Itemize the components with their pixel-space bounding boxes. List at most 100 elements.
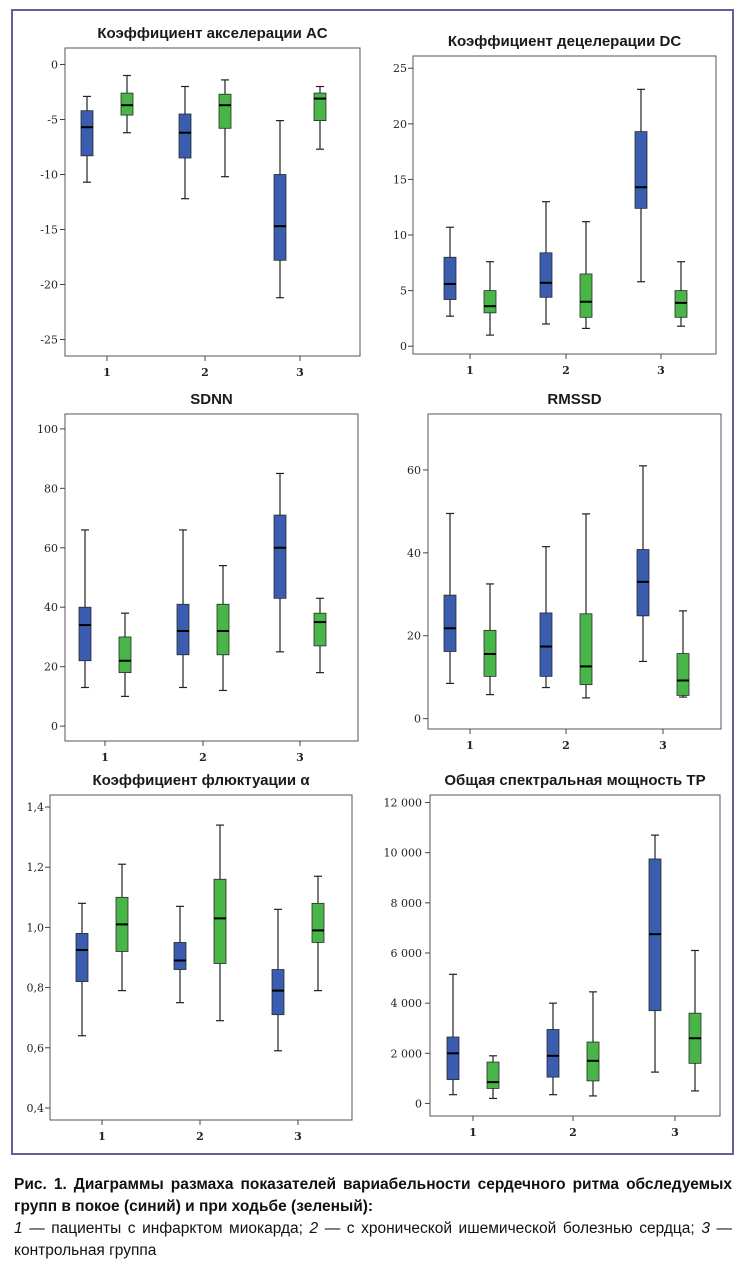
box-iqr [118,636,132,674]
box-iqr [579,273,593,318]
box-walk [311,875,325,992]
y-tick-label: 20 [393,118,407,131]
box-walk [579,513,593,699]
panel-ac: Коэффициент акселерации AC 0 -5 -10 -15 -20 -2… [20,16,365,381]
plot-frame [64,413,359,742]
caption-lead: Рис. 1. Диаграммы размаха показателей ва… [14,1176,732,1215]
box-rest [75,902,89,1037]
box-iqr [546,1029,560,1078]
box-rest [634,88,648,283]
chart-svg: RMSSD 60 40 20 0 1 2 3 [407,391,722,752]
box-iqr [539,612,553,677]
x-tick-label: 1 [98,1130,106,1143]
x-tick-label: 1 [466,364,474,377]
panel-sdnn: SDNN 100 80 60 40 20 0 1 2 3 [20,389,365,764]
x-tick-label: 3 [671,1126,679,1139]
box-iqr [75,933,89,982]
y-tick-label: 2 000 [391,1047,423,1060]
y-tick-label: 1,0 [27,921,45,934]
box-rest [446,973,460,1096]
plot-frame [427,413,722,730]
x-tick-label: 2 [199,751,207,764]
box-walk [674,261,688,327]
y-tick-label: 0 [414,713,421,726]
y-tick-label: 0 [51,720,58,733]
y-tick-label: 20 [44,661,58,674]
y-tick-label: 0 [51,59,58,72]
plot-frame [412,55,717,355]
panel-rmssd: RMSSD 60 40 20 0 1 2 3 [383,389,728,759]
box-rest [648,834,662,1073]
box-walk [483,261,497,336]
caption-t3: — контрольная группа [14,1220,733,1259]
box-rest [271,908,285,1052]
x-tick-label: 1 [101,751,109,764]
box-walk [676,610,690,698]
chart-svg: Коэффициент децелерации DC 25 20 15 10 5 0 1 2 3 [393,33,717,377]
box-walk [483,583,497,696]
y-tick-label: 1,4 [27,801,45,814]
caption-n3: 3 [701,1220,710,1237]
x-tick-label: 1 [103,366,111,379]
box-rest [636,465,650,663]
y-tick-label: -15 [40,224,58,237]
box-rest [176,529,190,689]
box-iqr [218,93,232,129]
chart-title: Коэффициент акселерации AC [97,25,327,42]
panel-tp: Общая спектральная мощность TP 12 000 10 0… [368,768,728,1148]
x-tick-label: 2 [569,1126,577,1139]
figure-frame [11,9,734,1155]
caption-t2: — с хронической ишемической болезнью сер… [318,1220,702,1237]
x-tick-label: 2 [562,739,570,752]
x-tick-label: 2 [196,1130,204,1143]
x-tick-label: 3 [294,1130,302,1143]
box-rest [273,472,287,653]
chart-svg: Коэффициент флюктуации α 1,4 1,2 1,0 0,8 0,6 0… [27,772,353,1143]
y-tick-label: 10 [393,229,407,242]
x-tick-label: 3 [657,364,665,377]
box-rest [80,95,94,183]
box-rest [443,226,457,317]
box-walk [586,991,600,1097]
y-tick-label: 15 [393,173,407,186]
y-tick-label: -25 [40,334,58,347]
y-tick-label: 40 [44,601,58,614]
box-walk [313,597,327,674]
box-walk [118,612,132,698]
box-rest [443,512,457,685]
y-tick-label: 8 000 [391,897,423,910]
box-walk [579,221,593,330]
y-tick-label: 40 [407,547,421,560]
box-rest [78,529,92,689]
box-iqr [313,92,327,121]
y-tick-label: -10 [40,169,58,182]
y-tick-label: 6 000 [391,947,423,960]
plot-frame [64,47,361,357]
box-iqr [483,290,497,314]
box-rest [539,201,553,325]
chart-svg: SDNN 100 80 60 40 20 0 1 2 3 [37,391,359,764]
box-iqr [539,252,553,298]
box-walk [213,824,227,1022]
y-tick-label: 80 [44,482,58,495]
box-iqr [80,110,94,157]
box-iqr [634,131,648,209]
box-iqr [676,653,690,696]
box-walk [218,79,232,178]
y-tick-label: 10 000 [384,847,423,860]
x-tick-label: 1 [466,739,474,752]
y-tick-label: 1,2 [27,861,45,874]
box-rest [546,1002,560,1096]
y-tick-label: 12 000 [384,797,423,810]
y-tick-label: 60 [407,464,421,477]
figure-caption: Рис. 1. Диаграммы размаха показателей ва… [14,1174,732,1262]
chart-title: Коэффициент децелерации DC [448,33,682,50]
plot-frame [429,794,721,1117]
box-iqr [216,603,230,656]
box-iqr [313,612,327,647]
box-rest [178,85,192,200]
box-iqr [311,902,325,943]
y-tick-label: 25 [393,62,407,75]
box-walk [486,1055,500,1100]
y-tick-label: 100 [37,423,58,436]
